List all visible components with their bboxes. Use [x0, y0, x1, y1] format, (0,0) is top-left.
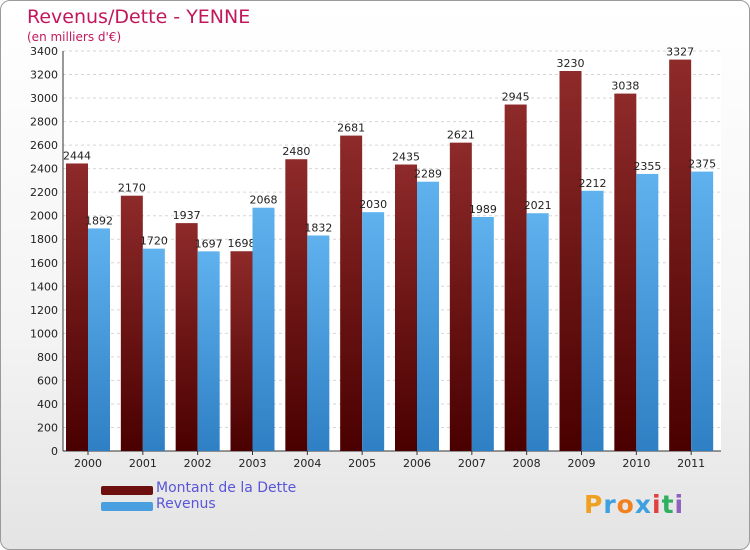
bar-debt: [504, 104, 527, 451]
data-label: 2375: [688, 158, 716, 171]
bar-debt: [285, 159, 308, 451]
data-label: 3230: [557, 57, 585, 70]
chart-title: Revenus/Dette - YENNE: [27, 6, 251, 28]
x-tick-label: 2001: [129, 457, 157, 470]
data-label: 2030: [359, 198, 387, 211]
bar-revenue: [691, 171, 714, 451]
x-tick-label: 2002: [184, 457, 212, 470]
y-tick-label: 1600: [30, 257, 58, 270]
legend-swatch-revenue: [101, 502, 153, 511]
logo-letter: P: [584, 490, 604, 519]
bar-revenue: [526, 213, 549, 451]
data-label: 2355: [633, 160, 661, 173]
x-tick-label: 2005: [348, 457, 376, 470]
bar-revenue: [471, 217, 494, 451]
x-tick-label: 2006: [403, 457, 431, 470]
data-label: 2021: [524, 199, 552, 212]
y-tick-label: 3400: [30, 45, 58, 58]
data-label: 3327: [666, 46, 694, 59]
legend-swatch-debt: [101, 486, 153, 495]
y-tick-label: 2000: [30, 210, 58, 223]
bar-revenue: [252, 207, 275, 451]
logo-letter: x: [634, 490, 652, 519]
y-tick-label: 0: [51, 445, 58, 458]
chart-subtitle: (en milliers d'€): [27, 30, 122, 44]
data-label: 2435: [392, 151, 420, 164]
bar-revenue: [307, 235, 330, 451]
bar-debt: [175, 223, 198, 451]
data-label: 1892: [85, 214, 113, 227]
x-tick-label: 2010: [622, 457, 650, 470]
y-tick-label: 2800: [30, 116, 58, 129]
plot-area: [63, 51, 721, 451]
y-tick-label: 2200: [30, 186, 58, 199]
data-label: 2289: [414, 168, 442, 181]
bar-debt: [395, 164, 417, 451]
y-tick-label: 3200: [30, 69, 58, 82]
bar-revenue: [417, 181, 439, 452]
x-tick-label: 2007: [458, 457, 486, 470]
data-label: 2621: [447, 129, 475, 142]
bar-debt: [230, 251, 253, 451]
y-tick-label: 3000: [30, 92, 58, 105]
bar-revenue: [362, 212, 385, 451]
y-tick-label: 200: [37, 421, 58, 434]
logo-letter: o: [616, 490, 635, 519]
logo-letter: i: [652, 490, 662, 519]
y-tick-label: 2400: [30, 163, 58, 176]
data-label: 2480: [282, 145, 310, 158]
logo-letter: t: [661, 490, 675, 519]
legend-label-debt: Montant de la Dette: [156, 480, 297, 496]
bar-revenue: [88, 228, 110, 451]
bar-debt: [559, 71, 582, 451]
y-tick-label: 1400: [30, 280, 58, 293]
data-label: 1720: [140, 235, 168, 248]
legend-label-revenue: Revenus: [156, 496, 216, 512]
data-label: 2170: [118, 182, 146, 195]
bar-revenue: [197, 251, 220, 451]
data-label: 1697: [195, 237, 223, 250]
y-tick-label: 1000: [30, 327, 58, 340]
data-label: 1989: [469, 203, 497, 216]
data-label: 3038: [611, 80, 639, 93]
y-tick-label: 1200: [30, 304, 58, 317]
x-tick-label: 2003: [239, 457, 267, 470]
x-tick-label: 2004: [293, 457, 321, 470]
bar-debt: [66, 163, 88, 451]
data-label: 2681: [337, 122, 365, 135]
y-tick-label: 2600: [30, 139, 58, 152]
bar-revenue: [636, 173, 659, 452]
bar-debt: [614, 93, 637, 452]
data-label: 2444: [63, 149, 91, 162]
bar-revenue: [142, 248, 165, 451]
data-label: 1832: [304, 221, 332, 234]
y-tick-label: 800: [37, 351, 58, 364]
data-label: 2212: [579, 177, 607, 190]
data-label: 1698: [228, 237, 256, 250]
y-tick-label: 400: [37, 398, 58, 411]
bar-debt: [120, 195, 143, 451]
x-tick-label: 2000: [74, 457, 102, 470]
proxiti-logo: Proxiti: [584, 490, 684, 519]
logo-letter: r: [603, 490, 617, 519]
bar-debt: [340, 135, 363, 451]
data-label: 2068: [250, 194, 278, 207]
y-tick-label: 600: [37, 374, 58, 387]
y-tick-label: 1800: [30, 233, 58, 246]
logo-letter: i: [674, 490, 685, 519]
x-tick-label: 2009: [568, 457, 596, 470]
x-tick-label: 2008: [513, 457, 541, 470]
x-tick-label: 2011: [677, 457, 705, 470]
data-label: 1937: [173, 209, 201, 222]
data-label: 2945: [502, 91, 530, 104]
bar-revenue: [581, 190, 604, 451]
bar-debt: [669, 59, 692, 452]
bar-debt: [449, 142, 472, 451]
